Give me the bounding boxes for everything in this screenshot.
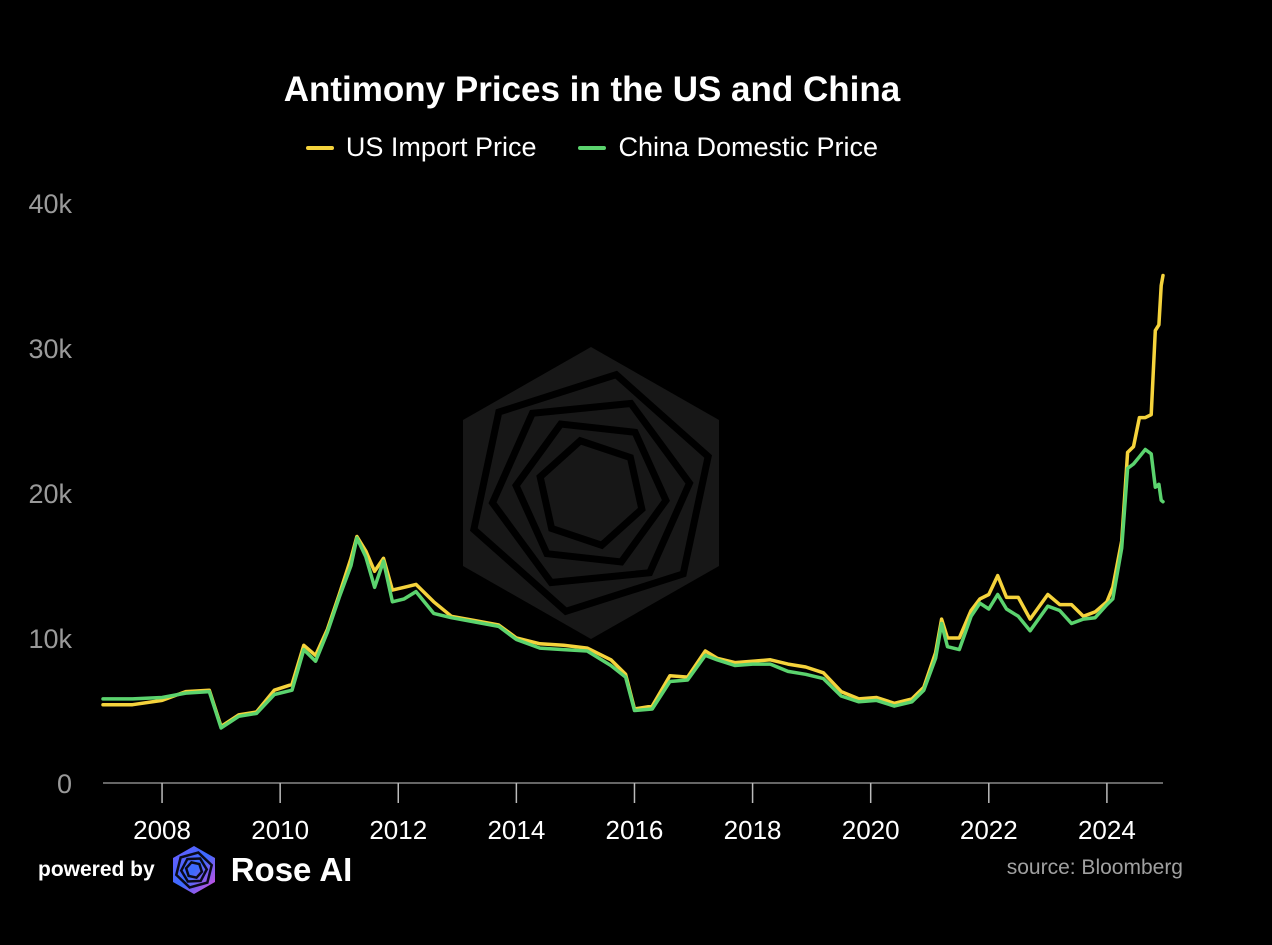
watermark-logo-icon (463, 347, 719, 639)
rose-ai-logo-icon (172, 846, 215, 894)
y-tick-label: 40k (28, 189, 72, 219)
y-tick-label: 0 (57, 769, 72, 799)
x-tick-label: 2020 (842, 815, 900, 845)
chart-axes: 2008 2010 2012 2014 2016 2018 2020 2022 2024 0 10k… (28, 189, 1163, 845)
x-tick-label: 2024 (1078, 815, 1136, 845)
chart-series-layer (101, 273, 1165, 730)
source-label: source: Bloomberg (1006, 856, 1183, 879)
legend-swatch-china-domestic (578, 145, 607, 150)
chart-legend: US Import Price China Domestic Price (0, 132, 1184, 163)
x-tick-label: 2022 (960, 815, 1018, 845)
legend-label-china-domestic: China Domestic Price (618, 132, 879, 162)
x-tick-label: 2012 (369, 815, 427, 845)
brand-name: Rose AI (230, 851, 353, 888)
y-tick-label: 20k (28, 479, 72, 509)
x-tick-label: 2016 (606, 815, 664, 845)
series-line-china-domestic (101, 447, 1165, 730)
legend-item-china-domestic: China Domestic Price (578, 132, 878, 163)
legend-item-us-import: US Import Price (305, 132, 537, 163)
footer-branding: powered by Rose AI (38, 845, 352, 895)
y-tick-label: 10k (28, 624, 72, 654)
chart-title: Antimony Prices in the US and China (283, 70, 901, 109)
powered-by-label: powered by (38, 858, 155, 881)
x-tick-label: 2014 (487, 815, 545, 845)
x-tick-label: 2010 (251, 815, 309, 845)
x-tick-label: 2018 (724, 815, 782, 845)
x-tick-label: 2008 (133, 815, 191, 845)
legend-label-us-import: US Import Price (345, 132, 537, 162)
y-tick-label: 30k (28, 334, 72, 364)
legend-swatch-us-import (305, 145, 334, 150)
